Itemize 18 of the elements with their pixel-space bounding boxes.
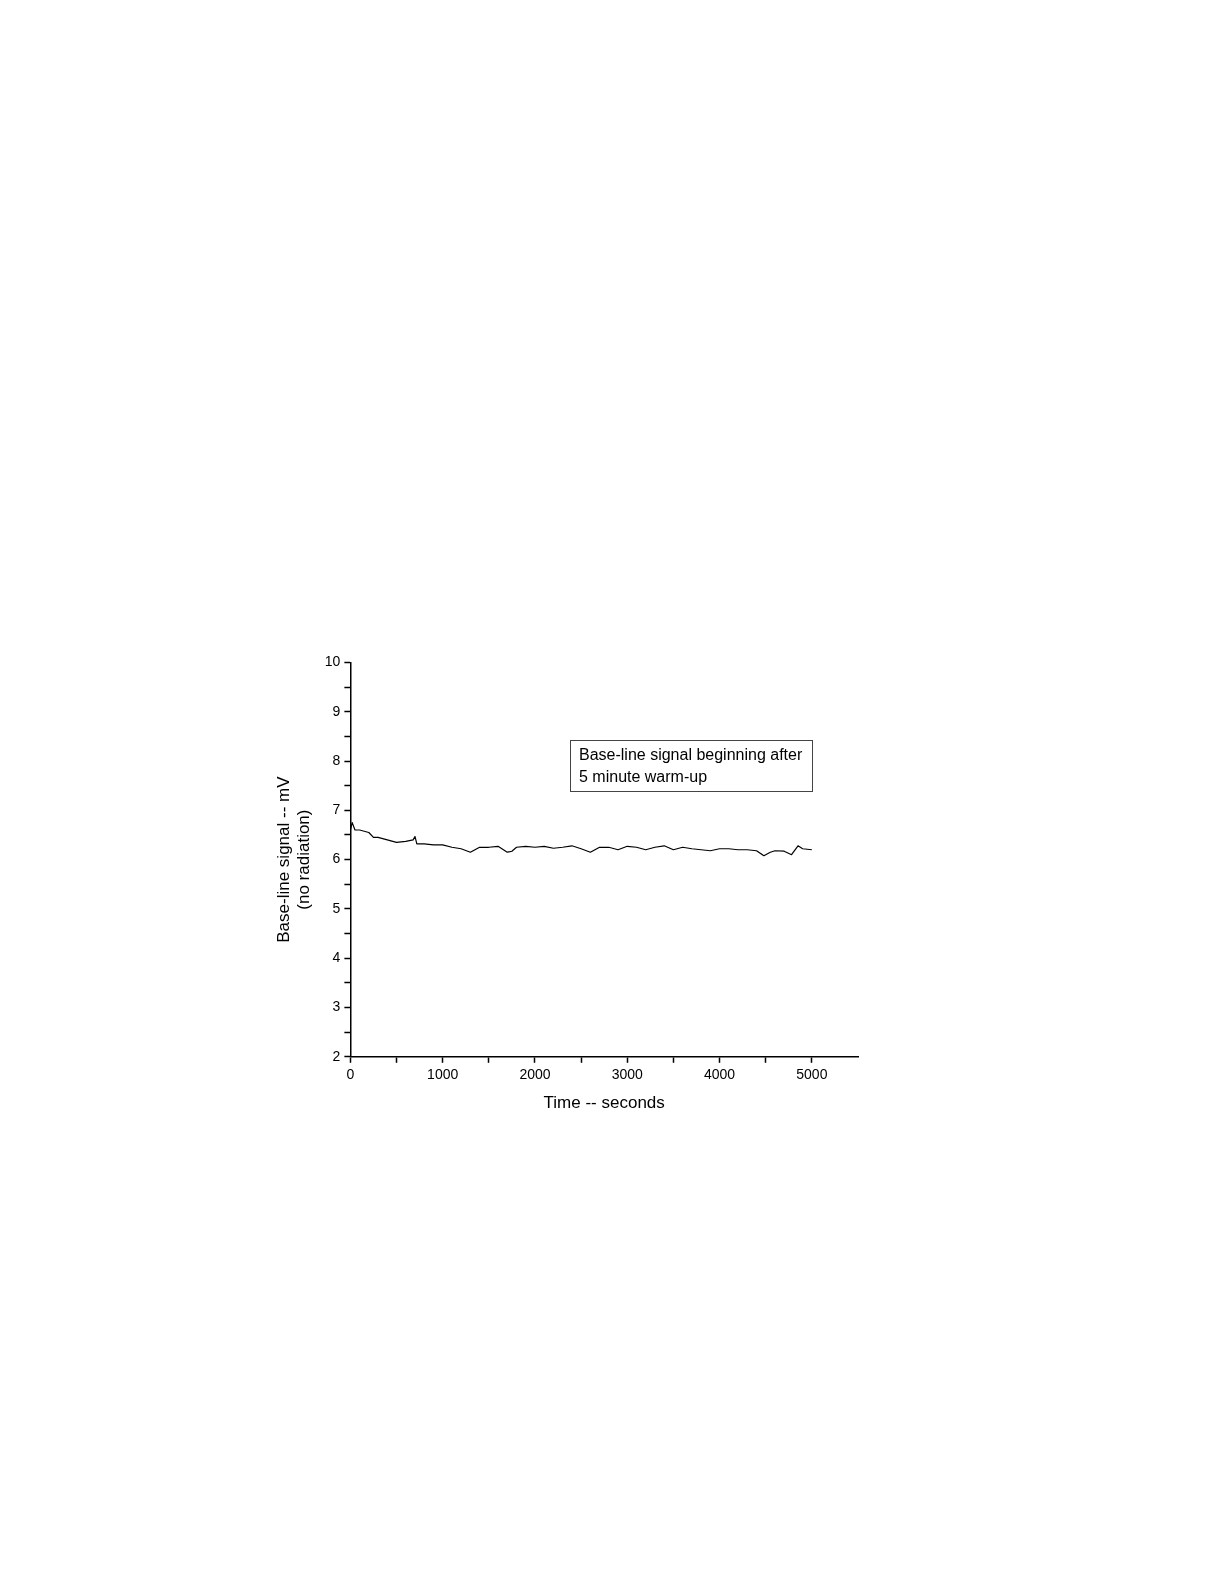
x-tick-label: 4000 (703, 1066, 736, 1083)
y-tick-label: 7 (332, 801, 341, 818)
y-tick-label: 3 (332, 998, 341, 1015)
x-tick-label: 0 (346, 1066, 355, 1083)
x-tick-label: 2000 (519, 1066, 551, 1083)
y-tick-label: 9 (332, 702, 341, 719)
y-tick-label: 4 (332, 949, 341, 966)
y-tick-label: 8 (332, 751, 341, 768)
x-tick-label: 3000 (611, 1066, 644, 1083)
annotation: Base-line signal beginning after 5 minute warm-up (570, 740, 813, 792)
y-tick-label: 6 (332, 850, 341, 867)
x-tick-label: 1000 (427, 1066, 459, 1083)
y-tick-label: 5 (332, 899, 341, 916)
x-tick-label: 5000 (796, 1066, 828, 1083)
y-axis-title: Base-line signal -- mV (no radiation) (273, 775, 314, 943)
y-tick-label: 10 (324, 653, 341, 670)
x-axis-title: Time -- seconds (543, 1093, 665, 1113)
y-tick-label: 2 (332, 1047, 341, 1064)
